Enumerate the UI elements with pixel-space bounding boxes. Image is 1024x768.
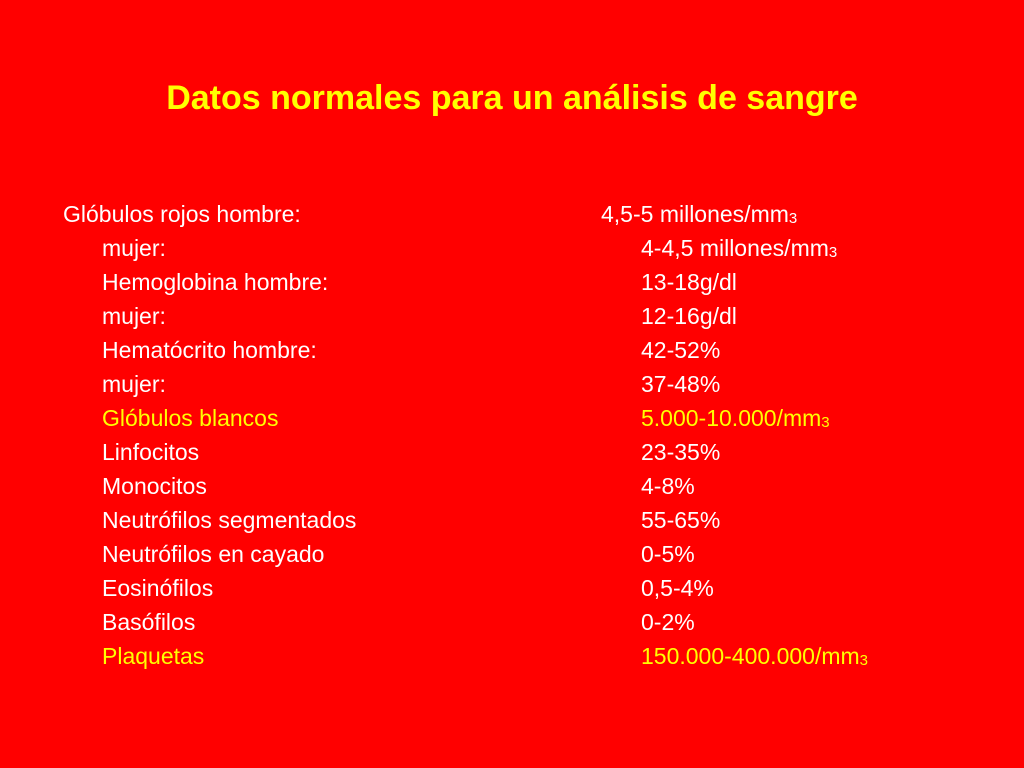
- row-value: 13-18g/dl: [641, 265, 737, 299]
- row-value-suffix: 3: [788, 210, 798, 227]
- list-item: Eosinófilos 0,5-4%: [0, 571, 1024, 605]
- row-label: Neutrófilos segmentados: [102, 507, 357, 533]
- row-value-text: 4-8%: [641, 473, 695, 499]
- row-label: mujer:: [102, 371, 166, 397]
- row-value: 55-65%: [641, 503, 720, 537]
- row-label: Glóbulos blancos: [102, 405, 279, 431]
- row-value-text: 12-16g/dl: [641, 303, 737, 329]
- row-value-text: 37-48%: [641, 371, 721, 397]
- list-item: Linfocitos 23-35%: [0, 435, 1024, 469]
- row-value: 0-2%: [641, 605, 695, 639]
- row-label: Glóbulos rojos hombre:: [63, 201, 301, 227]
- row-value-suffix: 3: [859, 652, 868, 669]
- row-value-suffix: 3: [821, 414, 830, 431]
- list-item: Hemoglobina hombre: 13-18g/dl: [0, 265, 1024, 299]
- row-value: 0,5-4%: [641, 571, 714, 605]
- row-value: 4-4,5 millones/mm3: [641, 231, 837, 269]
- list-item: mujer: 12-16g/dl: [0, 299, 1024, 333]
- row-label: Hemoglobina hombre:: [102, 269, 329, 295]
- row-label: Hematócrito hombre:: [102, 337, 317, 363]
- row-value: 0-5%: [641, 537, 695, 571]
- row-value: 12-16g/dl: [641, 299, 737, 333]
- row-value: 5.000-10.000/mm3: [641, 401, 830, 439]
- slide-title: Datos normales para un análisis de sangr…: [166, 79, 858, 117]
- row-value: 4-8%: [641, 469, 695, 503]
- row-label: Neutrófilos en cayado: [102, 541, 325, 567]
- row-value-text: 4-4,5 millones/mm: [641, 235, 829, 261]
- row-value-text: 23-35%: [641, 439, 721, 465]
- row-value: 150.000-400.000/mm3: [641, 639, 868, 677]
- row-value: 23-35%: [641, 435, 720, 469]
- row-value: 37-48%: [641, 367, 720, 401]
- row-label: mujer:: [102, 235, 166, 261]
- row-value-text: 13-18g/dl: [641, 269, 737, 295]
- list-item: Neutrófilos en cayado 0-5%: [0, 537, 1024, 571]
- row-label: Basófilos: [102, 609, 196, 635]
- row-value-text: 42-52%: [641, 337, 721, 363]
- row-value-text: 0-5%: [641, 541, 695, 567]
- row-value-text: 4,5-5 millones/mm: [601, 201, 789, 227]
- row-value-text: 55-65%: [641, 507, 721, 533]
- row-label: Monocitos: [102, 473, 207, 499]
- row-value-text: 0-2%: [641, 609, 695, 635]
- row-value: 42-52%: [641, 333, 720, 367]
- row-label: mujer:: [102, 303, 166, 329]
- list-item: mujer: 4-4,5 millones/mm3: [0, 231, 1024, 265]
- list-item: mujer: 37-48%: [0, 367, 1024, 401]
- row-label: Eosinófilos: [102, 575, 214, 601]
- row-value-text: 150.000-400.000/mm: [641, 643, 860, 669]
- list-item: Neutrófilos segmentados 55-65%: [0, 503, 1024, 537]
- row-value-text: 0,5-4%: [641, 575, 714, 601]
- row-value: 4,5-5 millones/mm3: [601, 197, 797, 235]
- row-label: Linfocitos: [102, 439, 200, 465]
- list-item: Glóbulos rojos hombre: 4,5-5 millones/mm3: [0, 197, 1024, 231]
- row-value-text: 5.000-10.000/mm: [641, 405, 822, 431]
- row-label: Plaquetas: [102, 643, 205, 669]
- list-item: Hematócrito hombre: 42-52%: [0, 333, 1024, 367]
- list-item: Glóbulos blancos 5.000-10.000/mm3: [0, 401, 1024, 435]
- list-item: Basófilos 0-2%: [0, 605, 1024, 639]
- list-item: Plaquetas 150.000-400.000/mm3: [0, 639, 1024, 673]
- blood-values-list: Glóbulos rojos hombre: 4,5-5 millones/mm3…: [0, 197, 1024, 673]
- list-item: Monocitos 4-8%: [0, 469, 1024, 503]
- row-value-suffix: 3: [828, 244, 838, 261]
